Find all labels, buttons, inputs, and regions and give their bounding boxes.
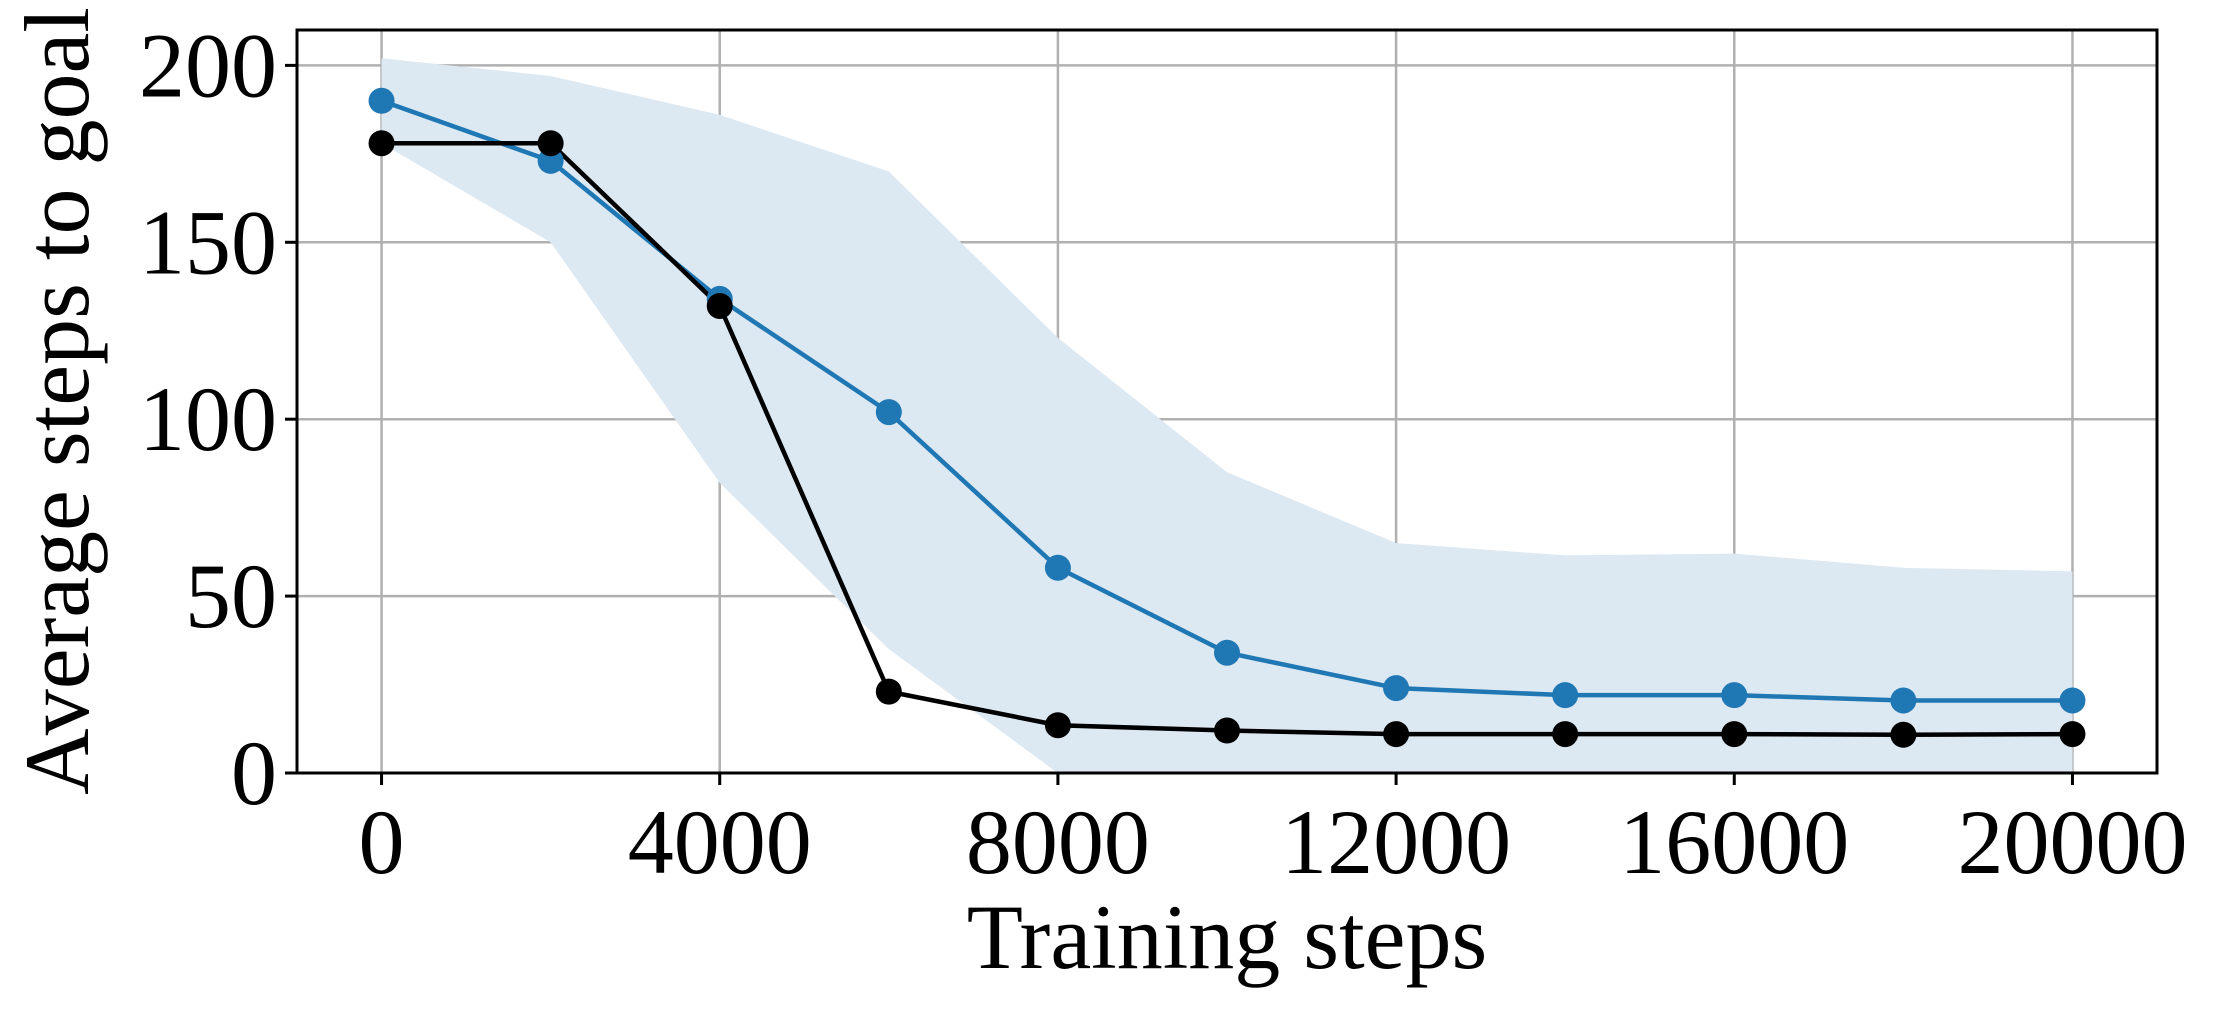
series-2-point — [1721, 721, 1748, 748]
series-1-point — [1552, 682, 1579, 709]
y-tick-label: 0 — [231, 722, 277, 824]
series-2-point — [1552, 721, 1579, 748]
series-1-point — [1044, 554, 1071, 581]
series-2-point — [1214, 717, 1240, 744]
x-tick-label: 20000 — [1957, 791, 2187, 893]
series-1-point — [2059, 687, 2086, 714]
series-2-point — [1044, 712, 1071, 739]
x-tick-label: 4000 — [628, 791, 812, 893]
y-axis-label: Average steps to goal — [6, 7, 108, 795]
series-2-point — [1383, 721, 1410, 748]
series-1-band — [381, 58, 2073, 773]
y-tick-label: 100 — [139, 368, 277, 470]
series-1-point — [368, 87, 395, 114]
x-tick-label: 8000 — [966, 791, 1150, 893]
series-1-point — [875, 399, 902, 426]
y-tick-label: 50 — [185, 545, 277, 647]
x-tick-label: 16000 — [1619, 791, 1849, 893]
series-2-point — [537, 130, 564, 157]
x-tick-label: 0 — [359, 791, 405, 893]
y-tick-label: 150 — [139, 191, 277, 293]
series-2-point — [706, 292, 733, 319]
axis-ticks: 0 4000 8000 12000 16000 20000 0 50 100 150 200 — [139, 14, 2187, 893]
series-2-point — [368, 130, 395, 157]
series-markers — [368, 87, 2086, 748]
x-axis-label: Training steps — [967, 886, 1488, 988]
confidence-bands — [381, 58, 2073, 773]
series-1-point — [1383, 675, 1410, 702]
y-tick-label: 200 — [139, 14, 277, 116]
series-1-point — [1214, 639, 1240, 666]
series-2-point — [875, 678, 902, 705]
series-2-point — [2059, 721, 2086, 748]
series-1-point — [1890, 687, 1917, 714]
plot-frame — [295, 28, 2159, 775]
series-2-point — [1890, 721, 1917, 748]
series-1-point — [1721, 682, 1748, 709]
x-tick-label: 12000 — [1281, 791, 1511, 893]
